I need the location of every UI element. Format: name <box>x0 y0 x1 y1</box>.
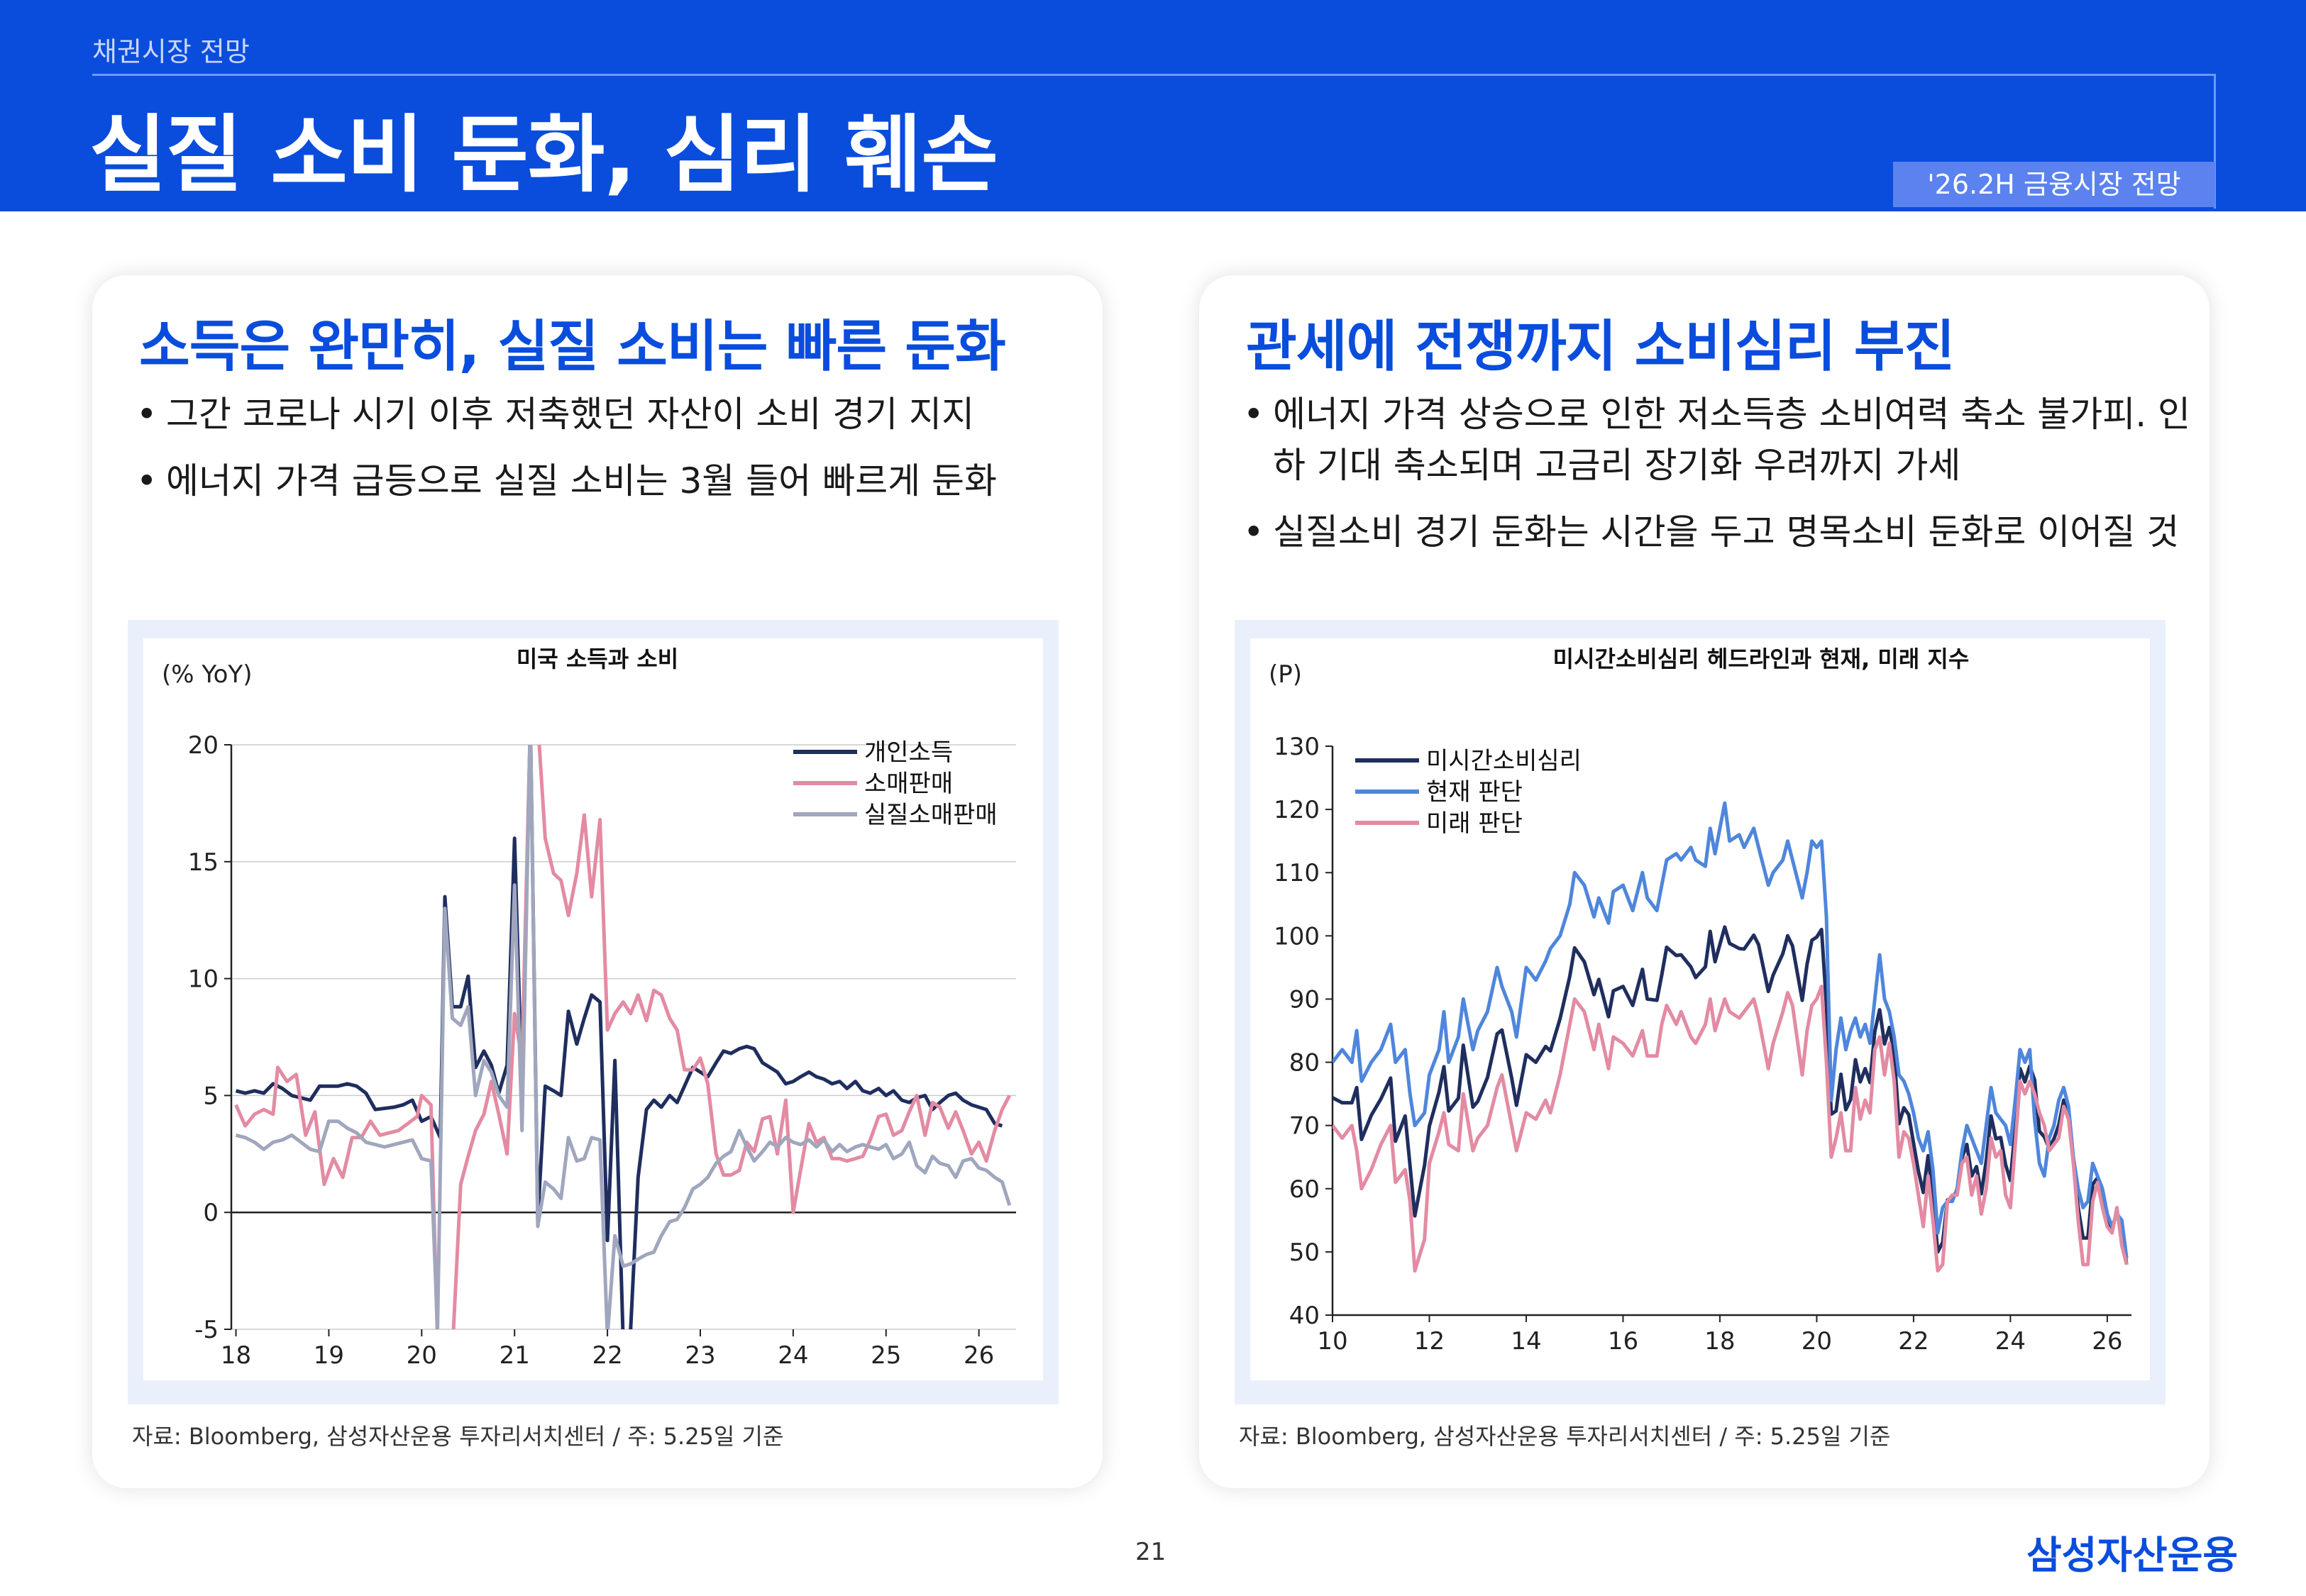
series-line-미시간소비심리 <box>1333 925 2129 1265</box>
page-title: 실질 소비 둔화, 심리 훼손 <box>89 106 998 204</box>
brand-logo: 삼성자산운용 <box>2026 1533 2239 1578</box>
y-tick-label: 120 <box>1274 796 1320 824</box>
y-tick-label: 110 <box>1274 859 1320 887</box>
x-tick-label: 22 <box>1898 1327 1929 1356</box>
y-tick-label: 5 <box>203 1082 219 1110</box>
x-tick-label: 26 <box>964 1341 994 1370</box>
y-tick-label: 40 <box>1289 1302 1320 1330</box>
chart-frame: 미시간소비심리 헤드라인과 현재, 미래 지수 (P) 40 50 60 70 80 90 10… <box>1235 620 2166 1404</box>
y-tick-label: 0 <box>203 1199 219 1227</box>
x-tick-label: 18 <box>1704 1327 1735 1356</box>
income-consumption-card: 소득은 완만히, 실질 소비는 빠른 둔화 그간 코로나 시기 이후 저축했던 … <box>92 275 1103 1488</box>
chart-panel: 미국 소득과 소비 (% YoY) -5 0 5 10 15 20 18 19 20 21 22 23 24… <box>143 638 1043 1380</box>
y-tick-label: 70 <box>1289 1112 1320 1141</box>
x-tick-label: 18 <box>221 1341 251 1370</box>
series-line-개인소득 <box>235 745 1003 1329</box>
y-tick-label: 90 <box>1289 985 1320 1014</box>
chart-frame: 미국 소득과 소비 (% YoY) -5 0 5 10 15 20 18 19 20 21 22 23 24… <box>128 620 1059 1404</box>
bullet-item: 에너지 가격 상승으로 인한 저소득층 소비여력 축소 불가피. 인하 기대 축… <box>1242 389 2192 491</box>
x-tick-label: 20 <box>1802 1327 1832 1356</box>
bullet-item: 에너지 가격 급등으로 실질 소비는 3월 들어 빠르게 둔화 <box>135 455 1086 506</box>
card-heading: 소득은 완만히, 실질 소비는 빠른 둔화 <box>139 315 1006 379</box>
bullet-list: 그간 코로나 시기 이후 저축했던 자산이 소비 경기 지지 에너지 가격 급등… <box>135 389 1086 522</box>
y-tick-label: 20 <box>188 731 219 760</box>
y-tick-label: 50 <box>1289 1238 1320 1267</box>
y-tick-label: 10 <box>188 965 219 994</box>
x-tick-label: 21 <box>500 1341 530 1370</box>
legend-label: 실질소매판매 <box>864 801 998 829</box>
x-tick-label: 10 <box>1317 1327 1347 1356</box>
michigan-sentiment-chart: 미시간소비심리 헤드라인과 현재, 미래 지수 (P) 40 50 60 70 80 90 10… <box>1269 645 2131 1356</box>
y-axis-unit: (P) <box>1269 660 1302 689</box>
section-label: 채권시장 전망 <box>92 36 250 67</box>
legend-label: 개인소득 <box>864 738 953 767</box>
series-line-현재 판단 <box>1333 801 2129 1259</box>
x-tick-label: 20 <box>407 1341 437 1370</box>
series-line-미래 판단 <box>1333 985 2129 1273</box>
header-rule <box>92 74 2215 76</box>
source-note: 자료: Bloomberg, 삼성자산운용 투자리서치센터 / 주: 5.25일… <box>1239 1423 1891 1450</box>
x-tick-label: 24 <box>1995 1327 2026 1356</box>
y-tick-label: -5 <box>194 1316 219 1344</box>
x-tick-label: 25 <box>871 1341 901 1370</box>
x-tick-label: 19 <box>314 1341 344 1370</box>
chart-panel: 미시간소비심리 헤드라인과 현재, 미래 지수 (P) 40 50 60 70 80 90 10… <box>1250 638 2150 1380</box>
y-tick-label: 100 <box>1274 922 1320 951</box>
card-heading: 관세에 전쟁까지 소비심리 부진 <box>1246 315 1955 379</box>
income-consumption-chart: 미국 소득과 소비 (% YoY) -5 0 5 10 15 20 18 19 20 21 22 23 24… <box>162 645 1016 1370</box>
legend-label: 소매판매 <box>864 770 953 798</box>
y-axis-unit: (% YoY) <box>162 660 252 689</box>
y-tick-label: 60 <box>1289 1175 1320 1204</box>
y-tick-label: 15 <box>188 848 219 877</box>
page-number: 21 <box>1135 1538 1166 1566</box>
source-note: 자료: Bloomberg, 삼성자산운용 투자리서치센터 / 주: 5.25일… <box>132 1423 784 1450</box>
legend-label: 미시간소비심리 <box>1426 747 1582 775</box>
legend-label: 미래 판단 <box>1426 809 1523 838</box>
header-rule-vertical <box>2214 74 2216 209</box>
chart-title: 미국 소득과 소비 <box>517 645 678 672</box>
x-tick-label: 12 <box>1414 1327 1445 1356</box>
sentiment-card: 관세에 전쟁까지 소비심리 부진 에너지 가격 상승으로 인한 저소득층 소비여… <box>1199 275 2210 1488</box>
bullet-item: 실질소비 경기 둔화는 시간을 두고 명목소비 둔화로 이어질 것 <box>1242 506 2192 558</box>
x-tick-label: 23 <box>685 1341 715 1370</box>
series-line-실질소매판매 <box>235 745 1012 1329</box>
series-line-소매판매 <box>234 745 1012 1329</box>
x-tick-label: 26 <box>2092 1327 2122 1356</box>
x-tick-label: 14 <box>1511 1327 1541 1356</box>
chart-title: 미시간소비심리 헤드라인과 현재, 미래 지수 <box>1553 645 1970 672</box>
y-tick-label: 80 <box>1289 1049 1320 1077</box>
bullet-list: 에너지 가격 상승으로 인한 저소득층 소비여력 축소 불가피. 인하 기대 축… <box>1242 389 2192 573</box>
y-tick-label: 130 <box>1274 733 1320 761</box>
bullet-item: 그간 코로나 시기 이후 저축했던 자산이 소비 경기 지지 <box>135 389 1086 440</box>
x-tick-label: 22 <box>592 1341 622 1370</box>
x-tick-label: 16 <box>1608 1327 1638 1356</box>
report-badge: '26.2H 금융시장 전망 <box>1893 162 2215 207</box>
legend-label: 현재 판단 <box>1426 778 1523 807</box>
x-tick-label: 24 <box>778 1341 808 1370</box>
header-bar: 채권시장 전망 실질 소비 둔화, 심리 훼손 '26.2H 금융시장 전망 <box>0 0 2306 211</box>
